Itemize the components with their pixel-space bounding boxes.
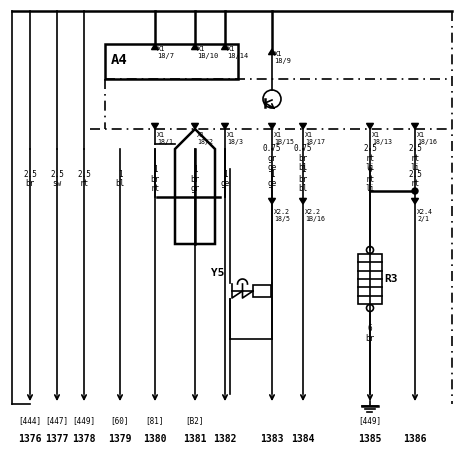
- Text: X1
18/1: X1 18/1: [156, 132, 173, 145]
- Text: [60]: [60]: [111, 416, 129, 425]
- Text: 1382: 1382: [213, 434, 236, 444]
- Text: 2.5
rt: 2.5 rt: [77, 170, 91, 188]
- Text: 1377: 1377: [45, 434, 69, 444]
- Text: X1
18/16: X1 18/16: [416, 132, 436, 145]
- Polygon shape: [366, 123, 373, 129]
- Text: X1
18/13: X1 18/13: [371, 132, 391, 145]
- Text: X1
18/17: X1 18/17: [304, 132, 324, 145]
- Text: [447]: [447]: [45, 416, 69, 425]
- Text: 1
ge: 1 ge: [267, 170, 276, 188]
- Text: X1
18/2: X1 18/2: [197, 132, 213, 145]
- Text: X1
1B/10: X1 1B/10: [197, 46, 218, 59]
- Text: 1381: 1381: [183, 434, 206, 444]
- Text: [81]: [81]: [145, 416, 164, 425]
- Polygon shape: [221, 44, 228, 50]
- Text: 0.75
br
bl: 0.75 br bl: [293, 144, 312, 173]
- Text: 1
br
bl: 1 br bl: [298, 165, 307, 193]
- Text: 6
rt
li: 6 rt li: [364, 165, 374, 193]
- Bar: [357, 254, 381, 304]
- Text: 1
br
rt: 1 br rt: [150, 165, 159, 193]
- Text: 2.5
br: 2.5 br: [23, 170, 37, 188]
- Polygon shape: [268, 123, 275, 129]
- Text: 0.75
gr
ge: 0.75 gr ge: [262, 144, 281, 173]
- Polygon shape: [299, 198, 306, 204]
- Polygon shape: [151, 44, 158, 50]
- Text: X1
18/3: X1 18/3: [226, 132, 243, 145]
- Text: A4: A4: [111, 52, 127, 67]
- Text: X2.4
2/1: X2.4 2/1: [416, 209, 432, 222]
- Text: 1
br
gr: 1 br gr: [190, 165, 199, 193]
- Text: [B2]: [B2]: [185, 416, 204, 425]
- Text: 1383: 1383: [260, 434, 283, 444]
- Text: [444]: [444]: [19, 416, 42, 425]
- Text: 1
bl: 1 bl: [115, 170, 125, 188]
- Text: X2.2
1B/16: X2.2 1B/16: [304, 209, 324, 222]
- Text: 2.5
sw: 2.5 sw: [50, 170, 64, 188]
- Text: X1
1B/15: X1 1B/15: [274, 132, 294, 145]
- Text: X1
18/14: X1 18/14: [226, 46, 248, 59]
- Text: 6
br: 6 br: [364, 324, 374, 343]
- Polygon shape: [191, 123, 198, 129]
- Text: 1384: 1384: [291, 434, 314, 444]
- Polygon shape: [411, 198, 418, 204]
- Text: 2.5
rt
li: 2.5 rt li: [407, 144, 421, 173]
- Bar: [252, 285, 270, 297]
- Polygon shape: [151, 123, 158, 129]
- Text: 1376: 1376: [18, 434, 42, 444]
- Polygon shape: [299, 123, 306, 129]
- Text: 1380: 1380: [143, 434, 166, 444]
- Text: 1385: 1385: [357, 434, 381, 444]
- Polygon shape: [191, 44, 198, 50]
- Text: 1378: 1378: [72, 434, 95, 444]
- Text: 2.5
rt
li: 2.5 rt li: [362, 144, 376, 173]
- Polygon shape: [411, 123, 418, 129]
- Text: X2.2
18/5: X2.2 18/5: [274, 209, 289, 222]
- Text: [449]: [449]: [357, 416, 381, 425]
- Bar: [105, 44, 238, 79]
- Circle shape: [411, 188, 417, 194]
- Text: 1
ge: 1 ge: [220, 170, 229, 188]
- Text: 2.5
rt: 2.5 rt: [407, 170, 421, 188]
- Polygon shape: [268, 198, 275, 204]
- Text: Y5: Y5: [211, 268, 225, 278]
- Polygon shape: [221, 123, 228, 129]
- Text: X1
18/7: X1 18/7: [156, 46, 174, 59]
- Text: [449]: [449]: [72, 416, 95, 425]
- Text: 1379: 1379: [108, 434, 131, 444]
- Text: 1386: 1386: [402, 434, 426, 444]
- Text: X1
18/9: X1 18/9: [274, 51, 290, 64]
- Text: R3: R3: [383, 274, 397, 284]
- Polygon shape: [268, 49, 275, 55]
